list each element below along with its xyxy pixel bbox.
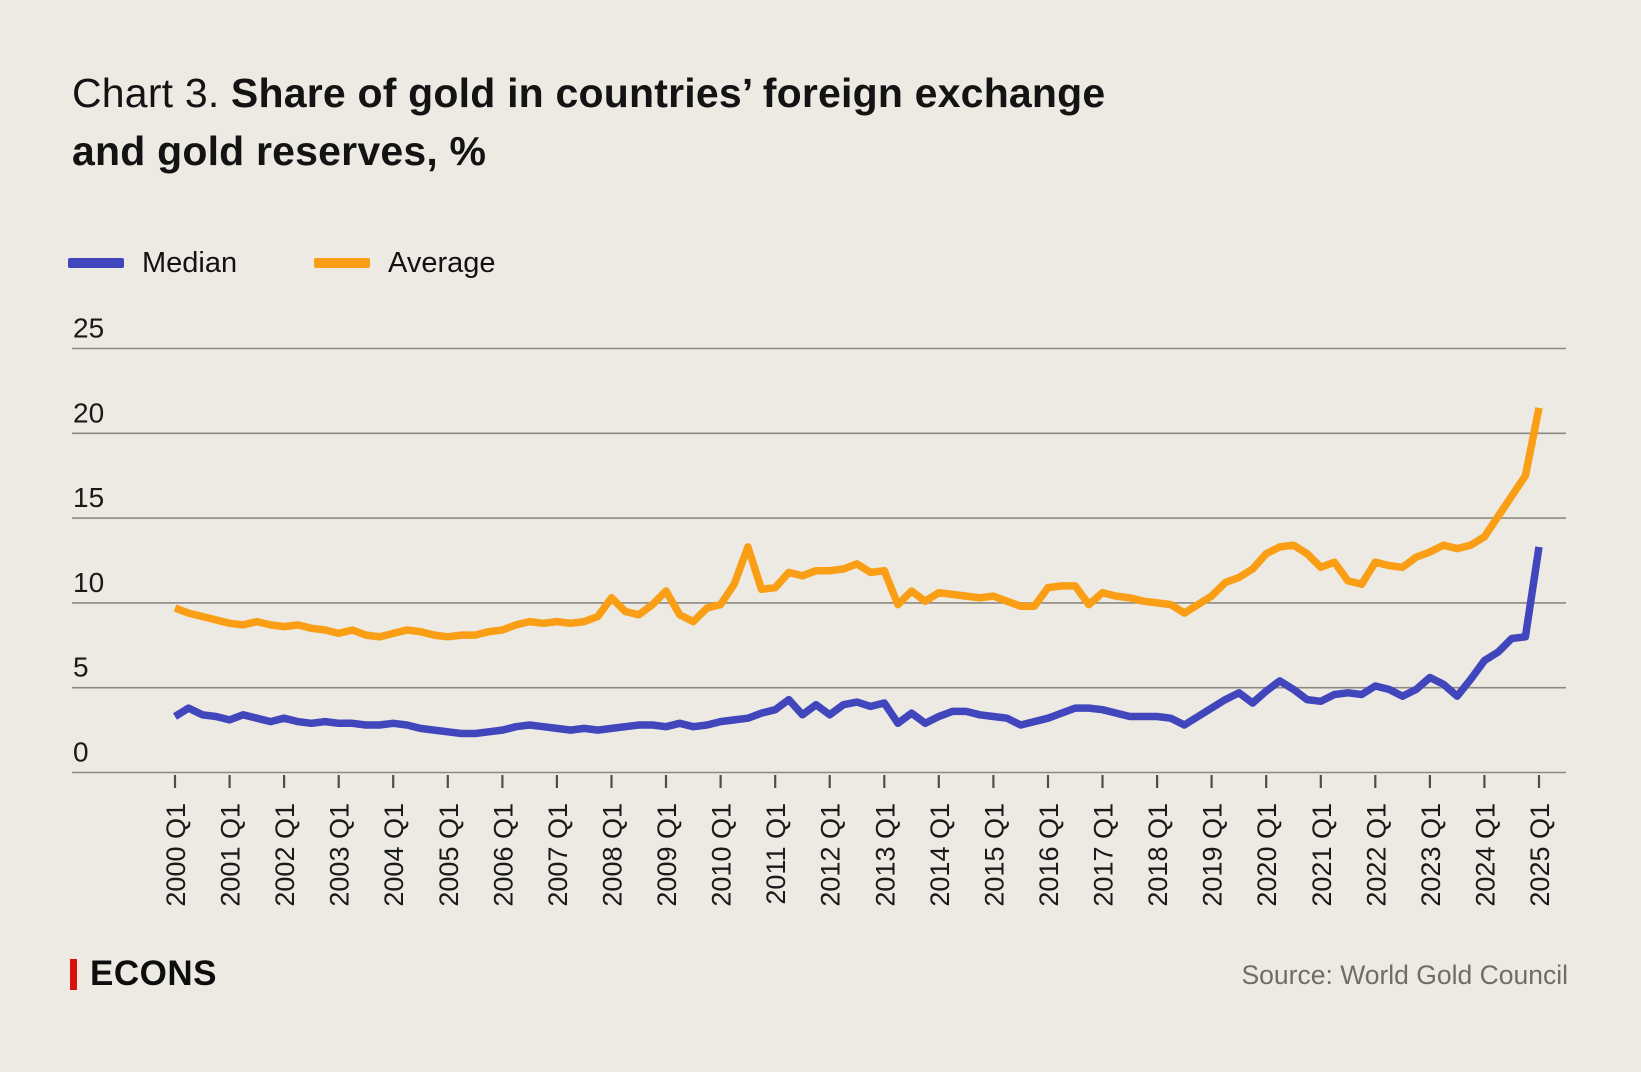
- x-tick-label: 2002 Q1: [270, 803, 300, 907]
- y-tick-label: 20: [73, 397, 104, 428]
- y-tick-label: 0: [73, 737, 89, 768]
- x-tick-label: 2020 Q1: [1252, 803, 1282, 907]
- x-tick-label: 2008 Q1: [598, 803, 628, 907]
- legend-item-median: Median: [68, 246, 237, 280]
- x-tick-label: 2025 Q1: [1525, 803, 1555, 907]
- median-line: [173, 546, 1543, 738]
- average-line-swatch-icon: [314, 258, 370, 268]
- logo-text: ECONS: [90, 954, 217, 993]
- legend: Median Average: [0, 246, 1641, 280]
- logo-bar-icon: [70, 958, 77, 990]
- legend-label-average: Average: [388, 246, 496, 279]
- median-line-swatch-icon: [68, 258, 124, 268]
- y-tick-label: 10: [73, 567, 104, 598]
- chart-title-main: Share of gold in countries’ foreign exch…: [230, 70, 1106, 116]
- average-line: [173, 407, 1543, 641]
- chart-title-prefix: Chart 3.: [72, 70, 220, 116]
- chart-title-line2: and gold reserves, %: [72, 128, 487, 174]
- y-tick-label: 25: [73, 313, 104, 344]
- x-tick-label: 2019 Q1: [1198, 803, 1228, 907]
- x-tick-label: 2023 Q1: [1416, 803, 1446, 907]
- x-tick-label: 2010 Q1: [707, 803, 737, 907]
- x-tick-label: 2022 Q1: [1361, 803, 1391, 907]
- x-tick-label: 2003 Q1: [325, 803, 355, 907]
- x-tick-label: 2007 Q1: [543, 803, 573, 907]
- x-tick-label: 2017 Q1: [1089, 803, 1119, 907]
- chart-title-line1: Chart 3. Share of gold in countries’ fore…: [72, 64, 1332, 122]
- x-tick-label: 2024 Q1: [1470, 803, 1500, 907]
- x-tick-label: 2015 Q1: [979, 803, 1009, 907]
- x-tick-label: 2000 Q1: [161, 803, 191, 907]
- y-tick-label: 5: [73, 652, 89, 683]
- x-tick-label: 2011 Q1: [761, 803, 791, 905]
- x-tick-label: 2005 Q1: [434, 803, 464, 907]
- y-tick-label: 15: [73, 482, 104, 513]
- source-credit: Source: World Gold Council: [1241, 960, 1569, 990]
- x-tick-label: 2014 Q1: [925, 803, 955, 907]
- x-tick-label: 2013 Q1: [870, 803, 900, 907]
- x-tick-label: 2009 Q1: [652, 803, 682, 907]
- x-tick-label: 2021 Q1: [1307, 803, 1337, 907]
- econs-logo: ECONS: [70, 954, 217, 993]
- x-tick-label: 2016 Q1: [1034, 803, 1064, 907]
- x-tick-label: 2012 Q1: [816, 803, 846, 907]
- x-tick-label: 2001 Q1: [216, 803, 246, 907]
- chart-title: Chart 3. Share of gold in countries’ fore…: [72, 64, 1332, 180]
- x-tick-label: 2004 Q1: [379, 803, 409, 907]
- legend-label-median: Median: [142, 246, 238, 279]
- x-tick-label: 2018 Q1: [1143, 803, 1173, 907]
- x-tick-label: 2006 Q1: [488, 803, 518, 907]
- legend-item-average: Average: [314, 246, 496, 280]
